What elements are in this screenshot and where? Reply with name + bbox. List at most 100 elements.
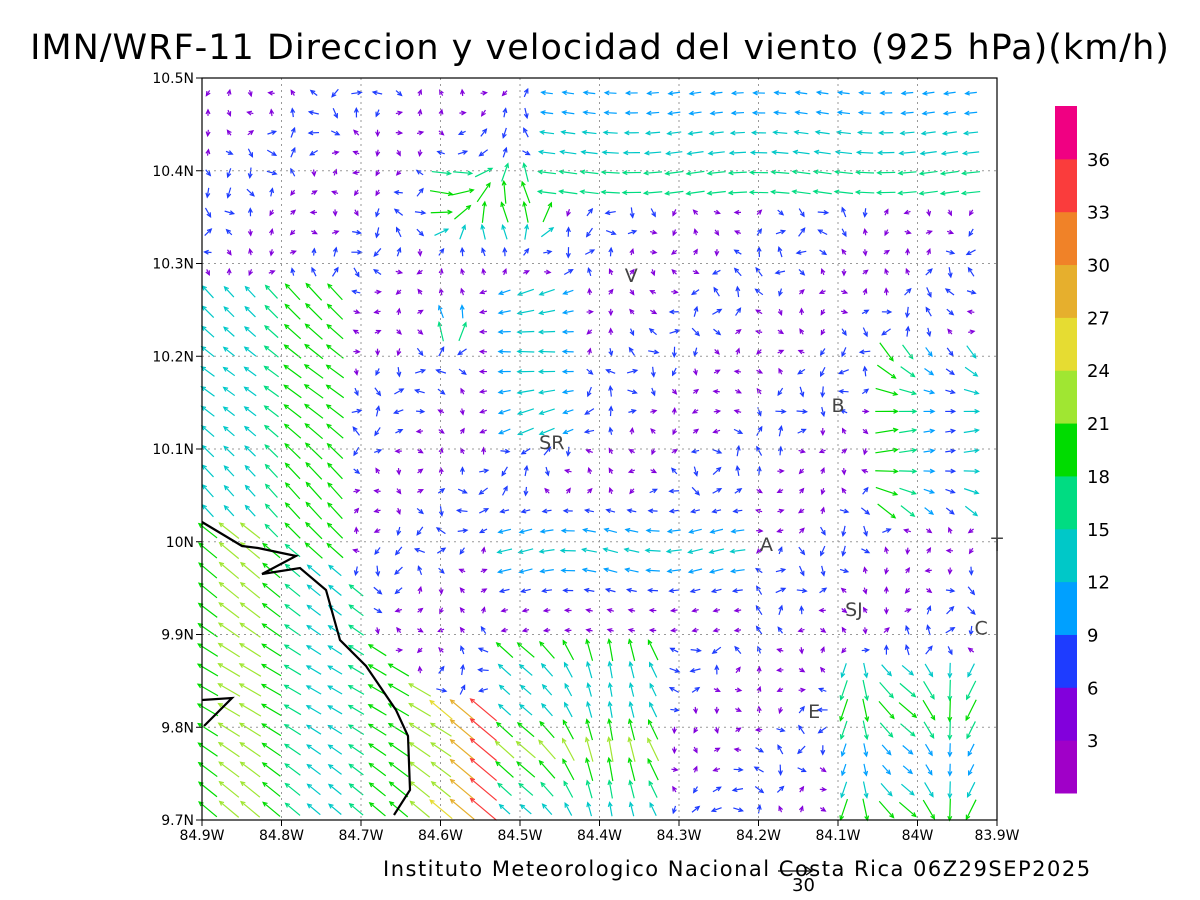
wind-vector xyxy=(449,699,475,721)
wind-vector xyxy=(459,626,465,634)
y-tick-label: 10.5N xyxy=(152,71,194,87)
wind-vector xyxy=(200,325,215,338)
wind-vector xyxy=(966,680,977,701)
wind-vector xyxy=(711,646,722,655)
wind-vector xyxy=(204,207,212,219)
wind-vector xyxy=(966,721,976,740)
wind-vector xyxy=(862,627,868,635)
wind-vector xyxy=(477,647,489,653)
wind-vector xyxy=(303,364,324,379)
x-tick-label: 84.6W xyxy=(418,828,463,844)
wind-vector xyxy=(921,110,935,116)
wind-vector xyxy=(604,587,616,593)
wind-vector xyxy=(647,508,658,514)
wind-vector xyxy=(290,209,297,215)
wind-vector xyxy=(374,547,381,556)
wind-vector xyxy=(540,90,553,96)
wind-vector xyxy=(541,588,553,594)
wind-vector xyxy=(559,149,577,155)
wind-vector xyxy=(875,408,899,414)
wind-vector xyxy=(563,661,573,678)
wind-vector xyxy=(947,698,953,723)
wind-vector xyxy=(778,288,783,297)
colorbar-swatch xyxy=(1055,211,1077,266)
wind-vector xyxy=(539,568,554,574)
wind-vector xyxy=(304,343,324,360)
wind-vector xyxy=(262,562,281,579)
wind-vector xyxy=(668,488,680,494)
wind-vector xyxy=(604,210,616,216)
wind-vector xyxy=(518,703,533,716)
wind-vector xyxy=(327,724,343,735)
wind-vector xyxy=(968,566,974,576)
wind-vector xyxy=(283,364,302,379)
wind-vector xyxy=(239,581,261,599)
wind-vector xyxy=(941,130,957,136)
wind-vector xyxy=(899,468,918,474)
wind-vector xyxy=(749,150,768,156)
wind-vector xyxy=(311,229,318,235)
wind-vector xyxy=(352,150,360,156)
wind-vector xyxy=(692,786,698,794)
wind-vector xyxy=(565,247,571,259)
wind-vector xyxy=(692,368,698,376)
wind-vector xyxy=(327,624,343,636)
wind-vector xyxy=(712,308,723,315)
y-tick-label: 9.7N xyxy=(161,813,194,829)
wind-vector xyxy=(777,546,783,555)
wind-vector xyxy=(919,150,937,156)
wind-vector xyxy=(388,761,409,778)
wind-vector xyxy=(353,446,360,457)
wind-vector xyxy=(562,508,573,514)
wind-vector xyxy=(460,663,466,676)
wind-vector xyxy=(608,467,614,475)
wind-vector xyxy=(469,797,498,821)
wind-vector xyxy=(668,508,679,514)
colorbar-swatch xyxy=(1055,687,1077,741)
wind-vector xyxy=(838,388,849,394)
wind-vector xyxy=(347,644,365,656)
wind-vector xyxy=(820,506,826,515)
wind-vector xyxy=(733,209,742,215)
wind-vector xyxy=(799,307,805,315)
wind-vector xyxy=(756,803,762,814)
wind-vector xyxy=(862,720,869,741)
wind-vector xyxy=(290,189,296,197)
wind-vector xyxy=(627,229,638,235)
wind-vector xyxy=(585,757,594,781)
wind-vector xyxy=(755,747,765,753)
wind-vector xyxy=(375,348,381,357)
wind-vector xyxy=(777,468,785,474)
wind-vector xyxy=(269,187,275,197)
wind-vector xyxy=(756,665,762,674)
wind-vector xyxy=(608,268,614,276)
wind-vector xyxy=(862,208,868,218)
wind-vector xyxy=(396,149,401,157)
x-tick-label: 84.8W xyxy=(259,828,304,844)
wind-vector xyxy=(501,162,510,182)
wind-vector xyxy=(523,486,529,497)
wind-vector xyxy=(854,169,875,175)
wind-vector xyxy=(247,129,255,136)
wind-vector xyxy=(820,646,825,654)
wind-vector xyxy=(967,606,976,615)
wind-vector xyxy=(863,763,869,777)
wind-vector xyxy=(564,627,572,633)
wind-vector xyxy=(735,464,741,476)
wind-vector xyxy=(438,267,444,276)
wind-vector xyxy=(523,270,531,275)
wind-vector xyxy=(537,149,556,155)
wind-vector xyxy=(840,587,847,593)
wind-vector xyxy=(607,801,613,817)
wind-vector xyxy=(923,389,936,395)
wind-vector xyxy=(408,741,431,758)
wind-vector xyxy=(435,368,447,374)
wind-vector xyxy=(690,508,700,514)
wind-vector xyxy=(223,504,235,517)
wind-vector xyxy=(644,548,661,553)
wind-vector xyxy=(353,468,361,475)
wind-vector xyxy=(918,170,938,176)
wind-vector xyxy=(925,268,933,276)
wind-vector xyxy=(283,664,302,676)
